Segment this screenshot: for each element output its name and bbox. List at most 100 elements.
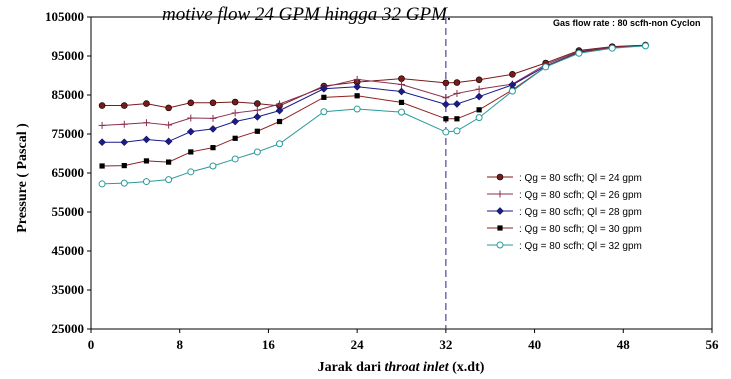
- data-point: [496, 190, 504, 198]
- y-tick-label: 85000: [52, 87, 85, 102]
- data-point: [209, 99, 217, 107]
- series-line: [102, 44, 646, 126]
- data-point: [120, 120, 128, 128]
- y-axis-ticks: 25000 35000 45000 55000 65000 75000 85000 95000…: [45, 9, 91, 336]
- data-point: [398, 99, 405, 106]
- data-point: [353, 75, 361, 83]
- x-axis-title-suffix: (x.dt): [449, 360, 485, 375]
- data-point: [253, 112, 262, 121]
- x-tick-label: 8: [176, 337, 183, 352]
- series-5: [98, 42, 649, 188]
- data-point: [165, 121, 173, 129]
- data-point: [442, 94, 450, 102]
- data-point: [442, 79, 450, 87]
- data-point: [120, 179, 128, 187]
- series-line: [102, 44, 646, 167]
- y-tick-label: 25000: [52, 321, 85, 336]
- x-axis-title-italic: throat inlet: [384, 360, 449, 375]
- data-point: [187, 99, 195, 107]
- data-point: [231, 109, 239, 117]
- data-point: [398, 108, 405, 116]
- data-point: [453, 79, 461, 86]
- data-point: [254, 128, 260, 134]
- data-point: [143, 158, 150, 164]
- legend-label: : Qg = 80 scfh; Ql = 28 gpm: [519, 207, 642, 218]
- data-point: [98, 180, 106, 188]
- data-point: [398, 80, 405, 88]
- data-point: [188, 149, 194, 155]
- data-point: [253, 106, 261, 114]
- data-point: [575, 49, 583, 57]
- data-point: [209, 125, 217, 133]
- legend-item: : Qg = 80 scfh; Ql = 26 gpm: [487, 190, 642, 201]
- x-tick-label: 16: [262, 337, 276, 352]
- data-point: [354, 93, 360, 99]
- series-line: [102, 44, 646, 109]
- data-point: [608, 44, 616, 52]
- data-point: [142, 119, 150, 127]
- y-tick-label: 65000: [52, 165, 85, 180]
- data-point: [120, 138, 129, 147]
- data-point: [320, 108, 328, 116]
- data-point: [187, 114, 195, 122]
- data-point: [496, 173, 504, 181]
- data-point: [496, 241, 504, 249]
- y-tick-label: 35000: [52, 282, 85, 297]
- data-point: [142, 178, 150, 186]
- data-point: [98, 102, 106, 109]
- data-point: [453, 89, 461, 97]
- data-point: [210, 145, 216, 151]
- y-tick-label: 95000: [52, 48, 85, 63]
- data-point: [441, 100, 450, 109]
- data-point: [143, 100, 150, 107]
- data-point: [475, 114, 483, 122]
- data-point: [186, 127, 195, 136]
- data-point: [121, 162, 127, 169]
- series-layer: [98, 41, 650, 188]
- x-tick-label: 56: [706, 337, 720, 352]
- data-point: [475, 92, 484, 101]
- x-tick-label: 0: [88, 337, 95, 352]
- data-point: [397, 87, 406, 96]
- x-axis-ticks: 0 8 16 24 32 40 48 56: [88, 329, 719, 352]
- data-point: [442, 128, 450, 136]
- data-point: [353, 82, 362, 91]
- legend-label: : Qg = 80 scfh; Ql = 30 gpm: [519, 224, 642, 235]
- data-point: [165, 176, 173, 184]
- data-point: [98, 138, 106, 147]
- series-4: [99, 42, 649, 169]
- data-point: [166, 159, 172, 165]
- series-line: [102, 45, 646, 185]
- y-tick-label: 45000: [52, 243, 85, 258]
- data-point: [165, 104, 172, 112]
- data-point: [276, 100, 284, 108]
- x-tick-label: 40: [528, 337, 541, 352]
- data-point: [231, 117, 240, 126]
- data-point: [542, 63, 550, 71]
- data-point: [321, 94, 327, 100]
- data-point: [253, 148, 261, 156]
- data-point: [187, 168, 195, 176]
- legend-item: : Qg = 80 scfh; Ql = 32 gpm: [487, 241, 642, 252]
- data-point: [319, 84, 328, 93]
- y-axis-title: Pressure ( Pascal ): [15, 123, 30, 233]
- data-point: [497, 225, 503, 231]
- data-point: [443, 116, 449, 122]
- data-point: [275, 106, 284, 115]
- data-point: [254, 100, 261, 107]
- legend-item: : Qg = 80 scfh; Ql = 28 gpm: [487, 207, 642, 218]
- data-point: [142, 135, 151, 144]
- y-tick-label: 55000: [52, 204, 85, 219]
- x-axis-title: Jarak dari throat inlet (x.dt): [318, 360, 485, 375]
- data-point: [231, 98, 239, 106]
- x-axis-title-prefix: Jarak dari: [318, 360, 385, 375]
- data-point: [475, 85, 483, 93]
- legend: : Qg = 80 scfh; Ql = 24 gpm: Qg = 80 scf…: [487, 173, 642, 252]
- x-tick-label: 24: [351, 337, 365, 352]
- data-point: [232, 135, 238, 141]
- legend-label: : Qg = 80 scfh; Ql = 26 gpm: [519, 190, 642, 201]
- data-point: [508, 87, 516, 95]
- data-point: [454, 116, 460, 122]
- data-point: [276, 140, 284, 148]
